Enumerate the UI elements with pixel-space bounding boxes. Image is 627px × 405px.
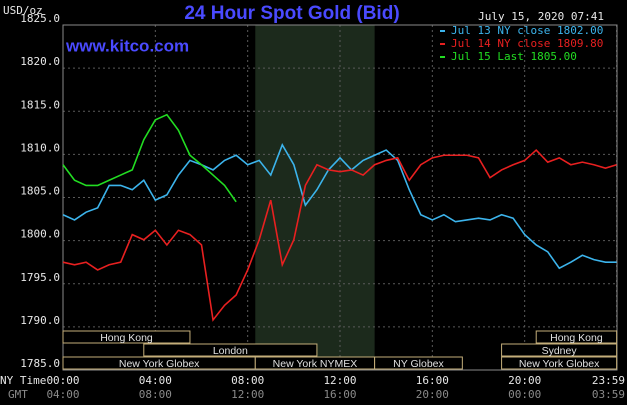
session-label: NY Globex: [393, 358, 444, 370]
x-row-label: NY Time: [0, 374, 46, 387]
y-tick-label: 1815.0: [20, 98, 60, 111]
legend-label: Jul 13 NY close 1802.00: [451, 24, 603, 37]
series-line: [62, 148, 617, 322]
y-tick-label: 1800.0: [20, 228, 60, 241]
chart-title: 24 Hour Spot Gold (Bid): [184, 3, 399, 24]
x-row-label: GMT: [8, 388, 28, 401]
y-tick-label: 1790.0: [20, 314, 60, 327]
session-label: New York Globex: [119, 358, 200, 370]
y-tick-label: 1785.0: [20, 357, 60, 370]
x-tick-label-gmt: 16:00: [323, 388, 356, 401]
y-axis-label: USD/oz: [3, 4, 43, 17]
x-tick-label: 00:00: [46, 374, 79, 387]
session-bar: [535, 330, 618, 344]
session-label: Sydney: [542, 345, 578, 357]
session-label: London: [213, 345, 248, 357]
y-tick-label: 1825.0: [20, 12, 60, 25]
timestamp: July 15, 2020 07:41: [478, 10, 604, 23]
y-tick-label: 1805.0: [20, 185, 60, 198]
x-tick-label-gmt: 00:00: [508, 388, 541, 401]
session-bar: [374, 356, 463, 370]
x-tick-label-gmt: 08:00: [139, 388, 172, 401]
source-label: www.kitco.com: [65, 36, 189, 55]
session-bar: [62, 330, 191, 344]
plot-frame: [62, 24, 618, 371]
x-tick-label-gmt: 12:00: [231, 388, 264, 401]
legend-label: Jul 15 Last 1805.00: [451, 50, 577, 63]
session-bar: [501, 343, 618, 357]
session-label: New York NYMEX: [273, 358, 358, 370]
x-tick-label: 16:00: [416, 374, 449, 387]
y-tick-label: 1795.0: [20, 271, 60, 284]
session-label: New York Globex: [519, 358, 600, 370]
y-tick-label: 1810.0: [20, 141, 60, 154]
x-tick-label: 20:00: [508, 374, 541, 387]
x-tick-label: 12:00: [323, 374, 356, 387]
x-tick-label: 08:00: [231, 374, 264, 387]
session-label: Hong Kong: [550, 332, 603, 344]
session-bar: [143, 343, 318, 357]
legend-label: Jul 14 NY close 1809.80: [451, 37, 603, 50]
x-tick-label-gmt: 04:00: [46, 388, 79, 401]
series-line: [62, 113, 237, 203]
y-tick-label: 1820.0: [20, 55, 60, 68]
session-bar: [501, 356, 618, 370]
session-label: Hong Kong: [100, 332, 153, 344]
x-tick-label: 04:00: [139, 374, 172, 387]
x-tick-label: 23:59: [592, 374, 625, 387]
x-tick-label-gmt: 03:59: [592, 388, 625, 401]
series-line: [62, 143, 617, 270]
x-tick-label-gmt: 20:00: [416, 388, 449, 401]
